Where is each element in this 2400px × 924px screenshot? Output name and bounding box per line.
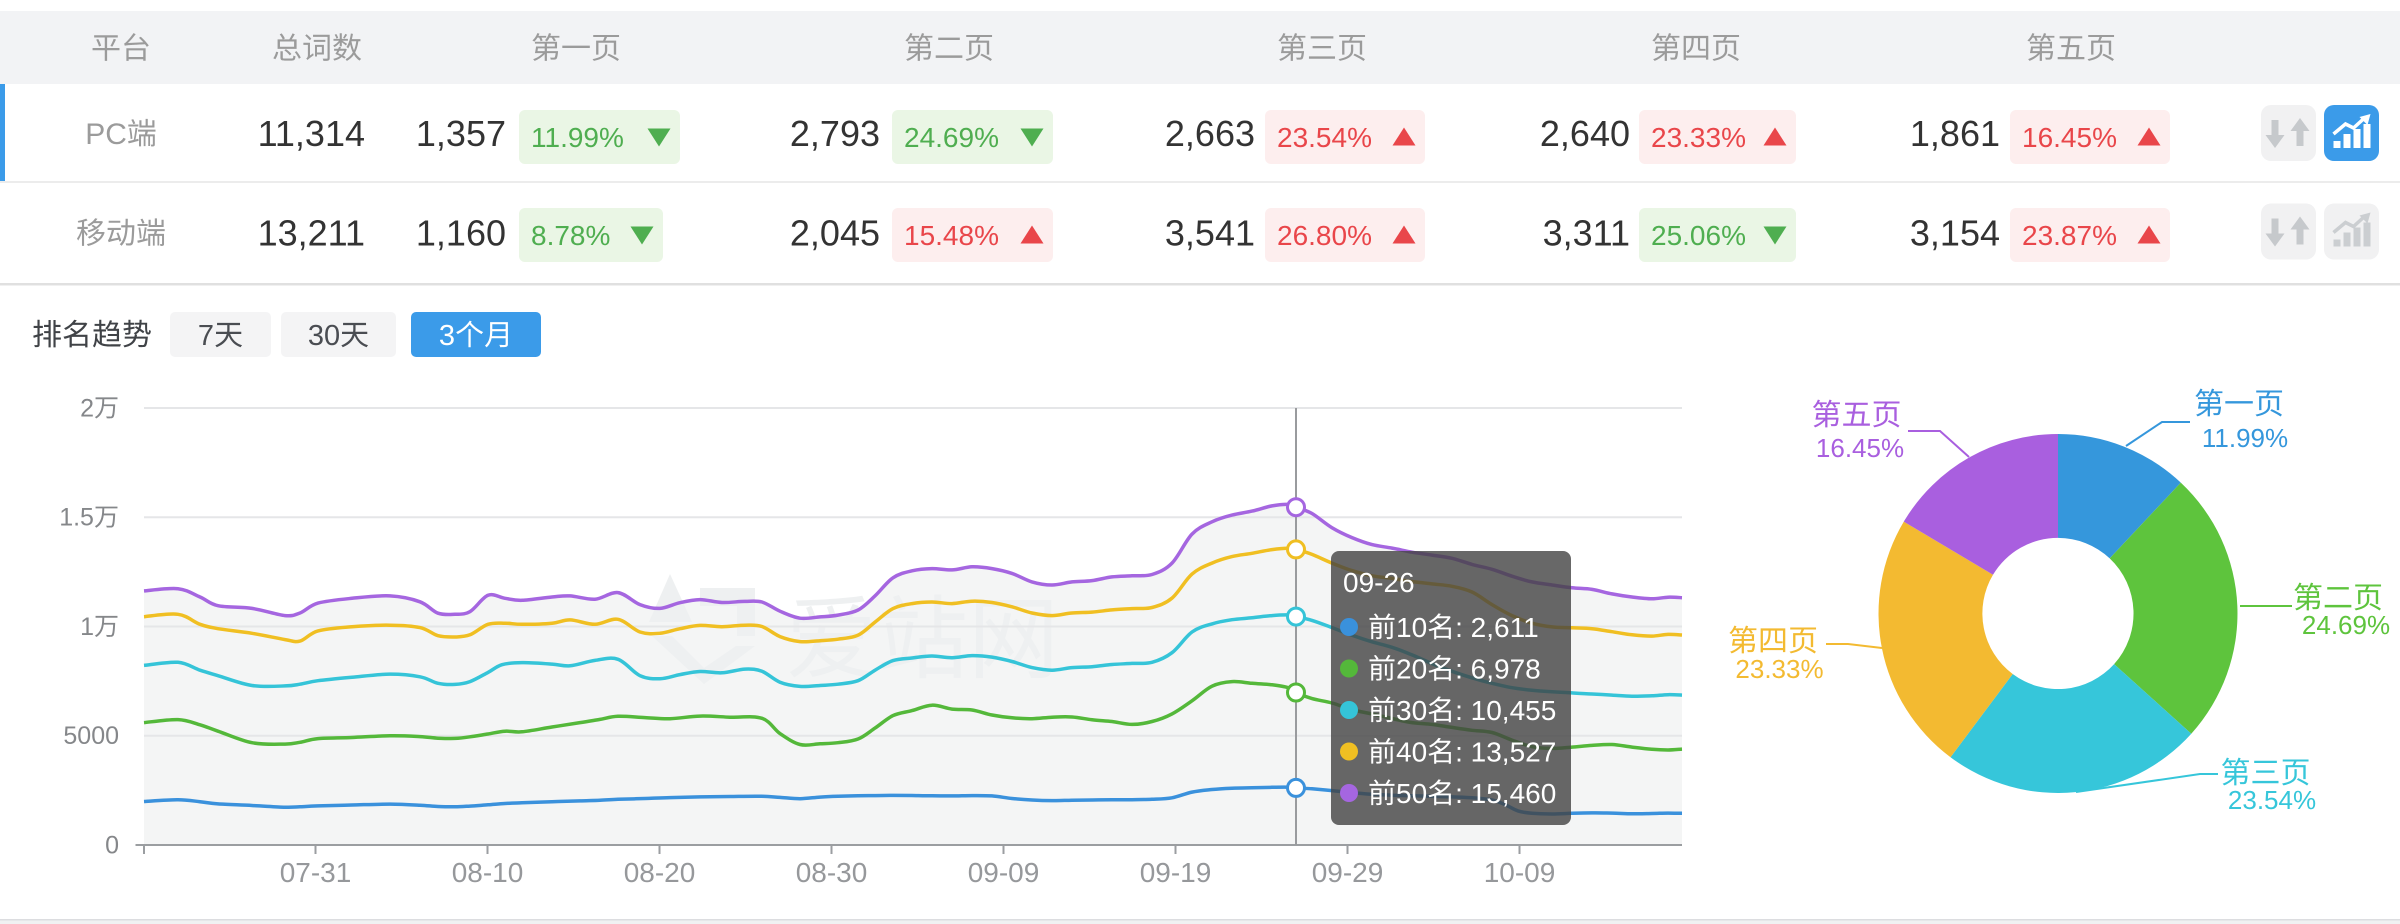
- svg-text:: 15,460: : 15,460: [1455, 778, 1556, 809]
- svg-text:2,640: 2,640: [1540, 113, 1630, 154]
- svg-text:24.69%: 24.69%: [2302, 610, 2390, 640]
- svg-text:10: 10: [1396, 612, 1427, 643]
- svg-text:09-26: 09-26: [1343, 567, 1415, 598]
- svg-text:30: 30: [1396, 695, 1427, 726]
- svg-text:2,045: 2,045: [790, 213, 880, 254]
- svg-text:3,154: 3,154: [1910, 213, 2000, 254]
- svg-text:08-20: 08-20: [624, 857, 696, 888]
- svg-text:3: 3: [439, 320, 455, 352]
- svg-text:08-30: 08-30: [796, 857, 868, 888]
- svg-text:3,311: 3,311: [1543, 213, 1630, 254]
- svg-text:20: 20: [1396, 654, 1427, 685]
- svg-text:15.48%: 15.48%: [904, 220, 999, 251]
- svg-text:50: 50: [1396, 778, 1427, 809]
- svg-text:26.80%: 26.80%: [1277, 220, 1372, 251]
- svg-text:8.78%: 8.78%: [531, 220, 610, 251]
- svg-text:11.99%: 11.99%: [531, 122, 624, 153]
- svg-text:08-10: 08-10: [452, 857, 524, 888]
- svg-text:10-09: 10-09: [1484, 857, 1556, 888]
- svg-text:09-19: 09-19: [1140, 857, 1212, 888]
- svg-text:1.5: 1.5: [59, 504, 94, 532]
- svg-text:09-29: 09-29: [1312, 857, 1384, 888]
- svg-text:PC: PC: [85, 118, 127, 151]
- svg-text:: 6,978: : 6,978: [1455, 654, 1541, 685]
- svg-text:25.06%: 25.06%: [1651, 220, 1746, 251]
- svg-text:: 2,611: : 2,611: [1455, 612, 1539, 643]
- svg-text:1,357: 1,357: [416, 113, 506, 154]
- svg-text:09-09: 09-09: [968, 857, 1040, 888]
- svg-text:23.87%: 23.87%: [2022, 220, 2117, 251]
- svg-text:30: 30: [308, 320, 340, 352]
- svg-text:23.33%: 23.33%: [1651, 122, 1746, 153]
- svg-text:23.54%: 23.54%: [1277, 122, 1372, 153]
- svg-text:1,160: 1,160: [416, 213, 506, 254]
- svg-text:23.54%: 23.54%: [2228, 785, 2316, 815]
- svg-text:13,211: 13,211: [258, 213, 365, 254]
- svg-text:2,793: 2,793: [790, 113, 880, 154]
- svg-text:11,314: 11,314: [258, 113, 365, 154]
- svg-text:23.33%: 23.33%: [1735, 654, 1823, 684]
- svg-text:1,861: 1,861: [1910, 113, 2000, 154]
- svg-text:7: 7: [198, 320, 214, 352]
- svg-text:2: 2: [80, 395, 94, 423]
- svg-text:16.45%: 16.45%: [1816, 433, 1904, 463]
- svg-text:24.69%: 24.69%: [904, 122, 999, 153]
- svg-text:: 13,527: : 13,527: [1455, 737, 1556, 768]
- svg-text:1: 1: [80, 613, 94, 641]
- svg-text:0: 0: [105, 832, 119, 860]
- svg-text:07-31: 07-31: [280, 857, 352, 888]
- svg-text:11.99%: 11.99%: [2202, 423, 2288, 453]
- svg-text:: 10,455: : 10,455: [1455, 695, 1556, 726]
- svg-text:5000: 5000: [63, 722, 119, 750]
- svg-text:16.45%: 16.45%: [2022, 122, 2117, 153]
- svg-text:2,663: 2,663: [1165, 113, 1255, 154]
- svg-text:3,541: 3,541: [1165, 213, 1255, 254]
- svg-text:40: 40: [1396, 737, 1427, 768]
